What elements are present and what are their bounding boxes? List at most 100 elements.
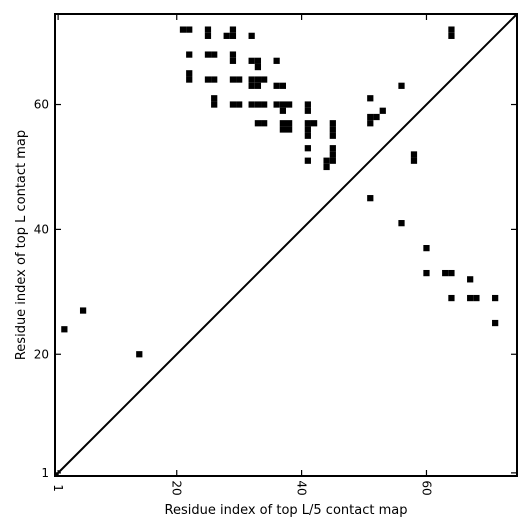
contact-point-top-l bbox=[229, 101, 237, 108]
contact-point-top-l bbox=[329, 120, 336, 127]
contact-point-top-l5 bbox=[423, 245, 430, 252]
ticks-layer: 1 20 40 60 1 20 40 60 bbox=[34, 14, 517, 496]
contact-point-top-l bbox=[410, 157, 418, 164]
contact-point-top-l bbox=[273, 57, 280, 64]
contact-point-top-l bbox=[329, 132, 336, 139]
contact-point-top-l bbox=[367, 113, 374, 121]
contact-point-top-l bbox=[229, 57, 237, 64]
contact-point-top-l bbox=[286, 120, 293, 127]
y-tick-label: 60 bbox=[34, 98, 49, 112]
contact-point-top-l5 bbox=[492, 319, 499, 327]
plot-frame bbox=[54, 13, 518, 477]
contact-point-top-l bbox=[229, 51, 237, 58]
contact-point-top-l5 bbox=[136, 351, 143, 358]
y-tick-label: 40 bbox=[34, 222, 49, 236]
contact-point-top-l bbox=[304, 107, 311, 114]
diagonal-line bbox=[54, 13, 518, 477]
contact-point-top-l bbox=[254, 101, 262, 108]
contact-point-top-l bbox=[279, 82, 286, 89]
contact-point-top-l bbox=[273, 101, 280, 108]
contact-point-top-l bbox=[273, 82, 280, 89]
contact-point-top-l bbox=[211, 101, 218, 108]
contact-point-top-l bbox=[329, 126, 336, 133]
contact-point-top-l bbox=[310, 120, 318, 127]
contact-point-top-l bbox=[367, 95, 374, 102]
contact-point-top-l bbox=[204, 76, 212, 83]
contact-point-top-l bbox=[367, 120, 374, 127]
contact-point-top-l bbox=[304, 132, 311, 139]
contact-point-top-l5 bbox=[367, 195, 374, 202]
contact-point-top-l5 bbox=[467, 276, 474, 283]
contact-point-top-l bbox=[304, 120, 311, 127]
contact-point-top-l bbox=[448, 32, 455, 39]
contact-point-top-l bbox=[248, 32, 255, 39]
x-tick-label: 1 bbox=[51, 484, 65, 492]
contact-point-top-l bbox=[323, 163, 330, 171]
contact-point-top-l bbox=[248, 76, 255, 83]
contact-point-top-l bbox=[286, 101, 293, 108]
contact-point-top-l bbox=[329, 151, 336, 158]
contact-point-top-l bbox=[204, 26, 212, 33]
contact-point-top-l bbox=[248, 101, 255, 108]
contact-point-top-l5 bbox=[61, 326, 68, 333]
contact-point-top-l bbox=[186, 70, 193, 77]
contact-point-top-l bbox=[254, 76, 262, 83]
contact-point-top-l bbox=[410, 151, 418, 158]
contact-point-top-l bbox=[229, 32, 237, 39]
contact-point-top-l bbox=[279, 107, 286, 114]
contact-point-top-l bbox=[254, 57, 262, 64]
contact-point-top-l bbox=[236, 76, 243, 83]
contact-point-top-l bbox=[248, 82, 255, 89]
contact-point-top-l bbox=[186, 26, 193, 33]
contact-point-top-l bbox=[261, 76, 268, 83]
x-tick-label: 20 bbox=[170, 480, 184, 495]
contact-point-top-l bbox=[261, 101, 268, 108]
contact-point-top-l bbox=[204, 51, 212, 58]
contact-point-top-l bbox=[248, 57, 255, 64]
contact-point-top-l bbox=[286, 126, 293, 133]
contact-point-top-l bbox=[229, 76, 237, 83]
contact-point-top-l5 bbox=[448, 269, 455, 277]
contact-point-top-l bbox=[211, 76, 218, 83]
contact-point-top-l bbox=[186, 76, 193, 83]
contact-point-top-l bbox=[179, 26, 187, 33]
contact-point-top-l bbox=[236, 101, 243, 108]
contact-point-top-l bbox=[304, 101, 311, 108]
contact-point-top-l bbox=[211, 95, 218, 102]
y-tick-label: 20 bbox=[34, 347, 49, 361]
contact-point-top-l bbox=[304, 145, 311, 152]
contact-point-top-l bbox=[254, 82, 262, 89]
points-layer bbox=[61, 26, 499, 358]
contact-point-top-l bbox=[323, 157, 330, 164]
x-axis-label: Residue index of top L/5 contact map bbox=[165, 503, 408, 518]
contact-point-top-l bbox=[373, 113, 380, 121]
contact-point-top-l5 bbox=[442, 269, 449, 277]
contact-point-top-l bbox=[223, 32, 230, 39]
contact-point-top-l bbox=[379, 107, 386, 114]
contact-point-top-l bbox=[254, 120, 262, 127]
contact-point-top-l5 bbox=[423, 269, 430, 277]
contact-point-top-l bbox=[204, 32, 212, 39]
contact-point-top-l5 bbox=[79, 307, 87, 314]
contact-point-top-l bbox=[448, 26, 455, 33]
contact-point-top-l bbox=[304, 126, 311, 133]
y-axis-label: Residue index of top L contact map bbox=[14, 130, 29, 360]
x-tick-label: 40 bbox=[295, 480, 309, 495]
contact-point-top-l bbox=[211, 51, 218, 58]
contact-point-top-l bbox=[329, 157, 336, 164]
contact-point-top-l bbox=[279, 120, 286, 127]
contact-point-top-l5 bbox=[473, 294, 480, 302]
contact-point-top-l5 bbox=[398, 220, 405, 227]
contact-point-top-l5 bbox=[448, 294, 455, 302]
contact-point-top-l5 bbox=[467, 294, 474, 302]
contact-point-top-l bbox=[279, 126, 286, 133]
contact-point-top-l bbox=[229, 26, 237, 33]
contact-point-top-l5 bbox=[492, 294, 499, 302]
contact-point-top-l bbox=[398, 82, 405, 89]
contact-point-top-l bbox=[254, 63, 262, 71]
x-tick-label: 60 bbox=[419, 480, 433, 495]
contact-point-top-l bbox=[186, 51, 193, 58]
y-tick-label: 1 bbox=[41, 466, 49, 480]
contact-point-top-l bbox=[279, 101, 286, 108]
